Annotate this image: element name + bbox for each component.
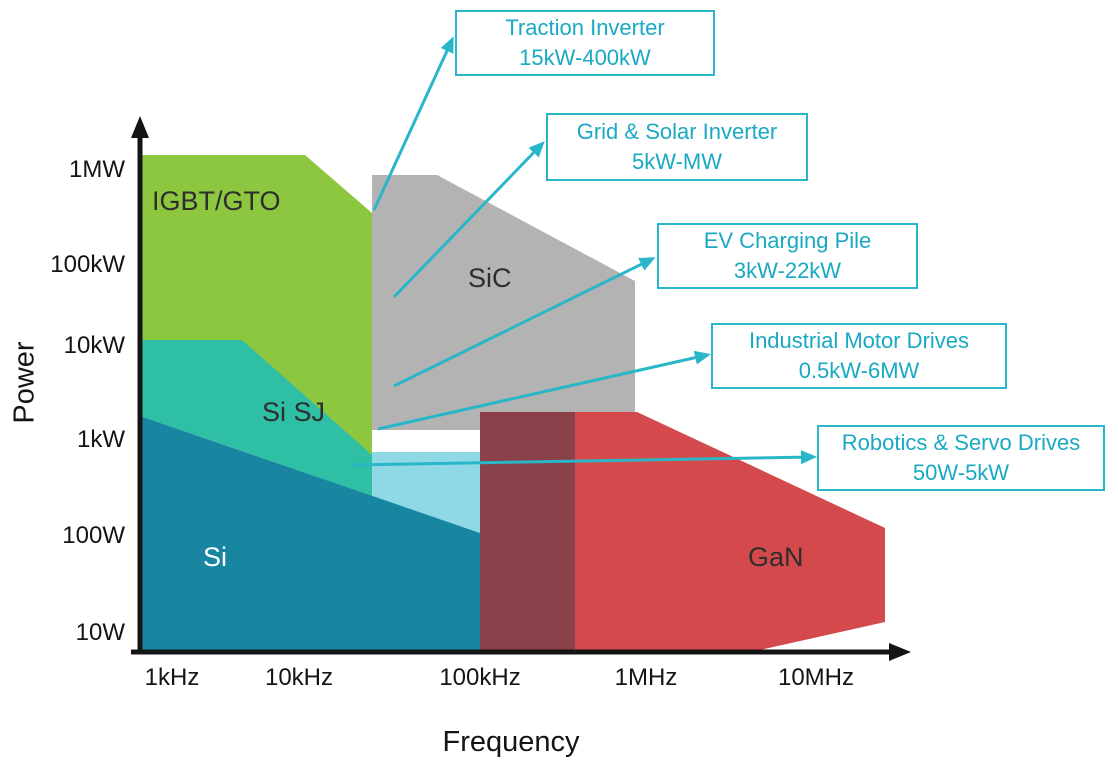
callout-range: 5kW-MW [631,149,723,174]
callout-ev-charging-pile: EV Charging Pile 3kW-22kW [657,223,918,289]
callout-label: Industrial Motor Drives [748,328,970,354]
callout-label: EV Charging Pile [703,228,872,254]
callout-label: Robotics & Servo Drives [841,430,1081,456]
callout-robotics-servo-drives: Robotics & Servo Drives 50W-5kW [817,425,1105,491]
y-tick-10kw: 10kW [63,332,125,359]
callout-industrial-motor-drives: Industrial Motor Drives 0.5kW-6MW [711,323,1007,389]
arrow-ev-charging-pile [393,257,656,388]
y-tick-100kw: 100kW [50,251,125,278]
callout-range: 50W-5kW [912,460,1010,485]
region-label-gan: GaN [748,542,804,572]
y-tick-1mw: 1MW [69,156,125,183]
arrow-grid-solar-inverter [392,141,545,299]
region-overlap-si-gan [480,412,575,650]
callout-range: 0.5kW-6MW [798,358,920,383]
callout-label: Traction Inverter [505,15,665,41]
callout-label: Grid & Solar Inverter [576,119,778,145]
x-tick-1khz: 1kHz [144,664,200,691]
region-label-si-sj: Si SJ [262,397,326,427]
region-si [140,416,480,650]
x-tick-10mhz: 10MHz [777,664,855,691]
region-label-si: Si [203,542,228,572]
y-axis-title: Power [8,341,41,424]
x-tick-100khz: 100kHz [439,664,521,691]
region-si-sj-light-extension [372,452,480,533]
arrow-industrial-motor-drives [377,350,711,431]
arrow-robotics-servo-drives [352,450,817,467]
callout-grid-solar-inverter: Grid & Solar Inverter 5kW-MW [546,113,808,181]
callout-traction-inverter: Traction Inverter 15kW-400kW [455,10,715,76]
region-label-sic: SiC [468,263,512,293]
y-tick-100w: 100W [62,522,125,549]
x-tick-10khz: 10kHz [264,664,334,691]
x-axis-title: Frequency [442,726,580,758]
region-igbt-gto [140,155,372,455]
y-tick-10w: 10W [75,619,125,646]
arrow-traction-inverter [372,36,454,211]
y-tick-1kw: 1kW [77,426,125,453]
region-si-sj [140,340,372,496]
region-sic [372,175,635,430]
callout-range: 3kW-22kW [733,258,842,283]
region-gan [480,412,885,650]
callout-range: 15kW-400kW [519,45,651,70]
x-tick-1mhz: 1MHz [614,664,678,691]
region-label-igbt-gto: IGBT/GTO [152,186,281,216]
